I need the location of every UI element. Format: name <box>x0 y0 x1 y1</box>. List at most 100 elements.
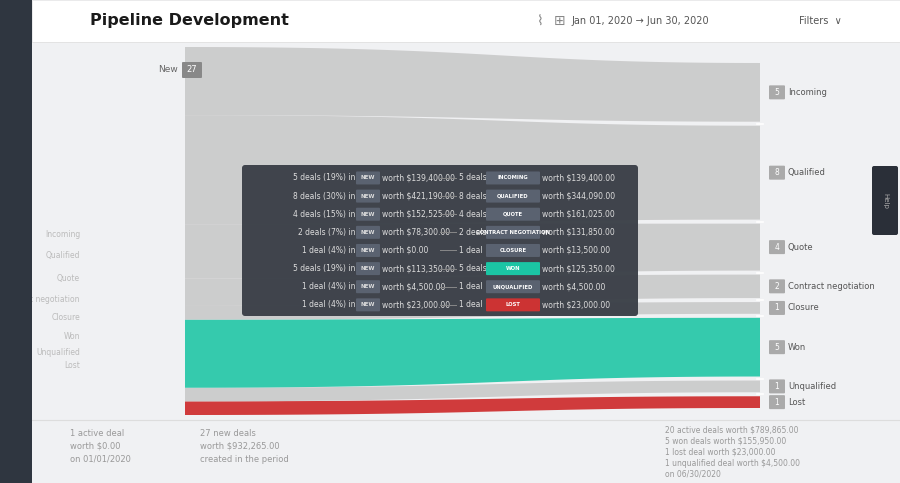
Polygon shape <box>185 302 760 320</box>
Bar <box>0 0 32 483</box>
Text: Incoming: Incoming <box>45 230 80 239</box>
Text: Pipeline Development: Pipeline Development <box>90 14 289 28</box>
Text: Quote: Quote <box>788 242 814 252</box>
Text: Won: Won <box>64 332 80 341</box>
FancyBboxPatch shape <box>486 190 540 202</box>
Text: 1 deal: 1 deal <box>459 282 482 291</box>
FancyBboxPatch shape <box>769 395 785 409</box>
Text: NEW: NEW <box>361 284 375 289</box>
Text: 5 won deals worth $155,950.00: 5 won deals worth $155,950.00 <box>665 437 787 445</box>
FancyBboxPatch shape <box>486 171 540 185</box>
FancyBboxPatch shape <box>769 166 785 180</box>
Text: NEW: NEW <box>361 266 375 271</box>
FancyBboxPatch shape <box>486 298 540 312</box>
FancyBboxPatch shape <box>769 340 785 354</box>
Text: UNQUALIFIED: UNQUALIFIED <box>493 284 533 289</box>
Text: Quote: Quote <box>57 274 80 283</box>
Text: Closure: Closure <box>51 313 80 322</box>
Text: 27: 27 <box>186 66 197 74</box>
Text: worth $13,500.00: worth $13,500.00 <box>542 246 610 255</box>
Text: Lost: Lost <box>788 398 806 407</box>
Text: worth $344,090.00: worth $344,090.00 <box>542 192 615 200</box>
Text: Contract negotiation: Contract negotiation <box>788 282 875 291</box>
FancyBboxPatch shape <box>356 298 380 312</box>
Text: on 01/01/2020: on 01/01/2020 <box>70 455 130 464</box>
Text: LOST: LOST <box>506 302 520 307</box>
FancyBboxPatch shape <box>356 190 380 202</box>
Text: NEW: NEW <box>361 248 375 253</box>
Text: ⊞: ⊞ <box>554 14 566 28</box>
Text: 1: 1 <box>775 303 779 313</box>
Text: 27 new deals: 27 new deals <box>200 428 256 438</box>
FancyBboxPatch shape <box>486 244 540 257</box>
Text: Qualified: Qualified <box>788 168 826 177</box>
Text: worth $78,300.00: worth $78,300.00 <box>382 228 450 237</box>
FancyBboxPatch shape <box>769 240 785 254</box>
Polygon shape <box>185 115 760 224</box>
Text: 1 active deal: 1 active deal <box>70 428 124 438</box>
Text: 20 active deals worth $789,865.00: 20 active deals worth $789,865.00 <box>665 426 798 435</box>
Text: ⌇: ⌇ <box>536 14 544 28</box>
Text: Closure: Closure <box>788 303 820 313</box>
Text: 5 deals (19%) in: 5 deals (19%) in <box>292 264 355 273</box>
Text: CLOSURE: CLOSURE <box>500 248 526 253</box>
Text: CONTRACT NEGOTIATION: CONTRACT NEGOTIATION <box>476 230 550 235</box>
Polygon shape <box>185 275 760 306</box>
Text: worth $139,400.00: worth $139,400.00 <box>382 173 455 183</box>
Text: 4: 4 <box>775 242 779 252</box>
Text: Unqualified: Unqualified <box>36 348 80 357</box>
Text: 8 deals (30%) in: 8 deals (30%) in <box>292 192 355 200</box>
Text: WON: WON <box>506 266 520 271</box>
FancyBboxPatch shape <box>356 208 380 221</box>
Text: worth $0.00: worth $0.00 <box>382 246 428 255</box>
Text: 1 unqualified deal worth $4,500.00: 1 unqualified deal worth $4,500.00 <box>665 458 800 468</box>
Polygon shape <box>185 396 760 415</box>
Text: worth $23,000.00: worth $23,000.00 <box>382 300 450 309</box>
Text: worth $131,850.00: worth $131,850.00 <box>542 228 615 237</box>
Polygon shape <box>185 318 760 388</box>
Polygon shape <box>185 47 760 122</box>
Text: 5 deals: 5 deals <box>459 173 487 183</box>
FancyBboxPatch shape <box>356 244 380 257</box>
Text: 1: 1 <box>775 382 779 391</box>
FancyBboxPatch shape <box>182 62 202 78</box>
Text: Filters  ∨: Filters ∨ <box>798 16 842 26</box>
Text: Incoming: Incoming <box>788 88 827 97</box>
FancyBboxPatch shape <box>356 226 380 239</box>
Text: 1 deal: 1 deal <box>459 300 482 309</box>
Text: worth $23,000.00: worth $23,000.00 <box>542 300 610 309</box>
Text: 5: 5 <box>775 88 779 97</box>
Text: NEW: NEW <box>361 230 375 235</box>
Text: 4 deals: 4 deals <box>459 210 487 219</box>
FancyBboxPatch shape <box>486 226 540 239</box>
FancyBboxPatch shape <box>486 208 540 221</box>
Text: 2 deals (7%) in: 2 deals (7%) in <box>298 228 355 237</box>
Text: New: New <box>158 66 178 74</box>
FancyBboxPatch shape <box>872 166 898 235</box>
Text: 1 deal (4%) in: 1 deal (4%) in <box>302 300 355 309</box>
FancyBboxPatch shape <box>486 262 540 275</box>
Text: 2 deals: 2 deals <box>459 228 487 237</box>
Text: Help: Help <box>882 193 888 209</box>
Text: Lost: Lost <box>64 361 80 370</box>
Text: worth $0.00: worth $0.00 <box>70 441 121 451</box>
Text: 2: 2 <box>775 282 779 291</box>
Text: created in the period: created in the period <box>200 455 289 464</box>
Text: NEW: NEW <box>361 175 375 181</box>
FancyBboxPatch shape <box>356 280 380 293</box>
Text: worth $421,190.00: worth $421,190.00 <box>382 192 454 200</box>
Text: worth $152,525.00: worth $152,525.00 <box>382 210 454 219</box>
Text: 8: 8 <box>775 168 779 177</box>
Text: 1 deal (4%) in: 1 deal (4%) in <box>302 246 355 255</box>
Text: 1 lost deal worth $23,000.00: 1 lost deal worth $23,000.00 <box>665 448 776 456</box>
Text: QUALIFIED: QUALIFIED <box>497 194 529 199</box>
Text: 5 deals: 5 deals <box>459 264 487 273</box>
Text: INCOMING: INCOMING <box>498 175 528 181</box>
Text: 5: 5 <box>775 342 779 352</box>
Text: Jan 01, 2020 → Jun 30, 2020: Jan 01, 2020 → Jun 30, 2020 <box>572 16 709 26</box>
FancyBboxPatch shape <box>769 301 785 315</box>
Text: on 06/30/2020: on 06/30/2020 <box>665 469 721 479</box>
Text: 1: 1 <box>775 398 779 407</box>
Polygon shape <box>185 224 760 279</box>
Text: Unqualified: Unqualified <box>788 382 836 391</box>
